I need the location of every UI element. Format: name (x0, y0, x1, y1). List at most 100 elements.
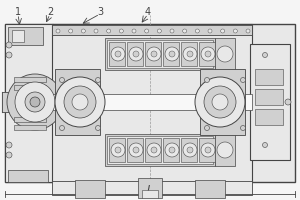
Bar (142, 190, 158, 198)
Circle shape (169, 147, 175, 153)
Bar (145, 42, 161, 66)
Bar (107, 40, 213, 68)
Circle shape (201, 143, 215, 157)
Bar (199, 42, 215, 66)
Circle shape (221, 29, 225, 33)
Circle shape (115, 51, 121, 57)
Circle shape (205, 77, 209, 82)
Bar (109, 42, 125, 66)
Circle shape (6, 42, 12, 48)
Circle shape (262, 52, 268, 58)
Circle shape (217, 142, 233, 158)
Bar (138, 178, 162, 198)
Bar (8, 170, 48, 182)
Circle shape (115, 147, 121, 153)
Circle shape (208, 29, 212, 33)
Circle shape (205, 126, 209, 130)
Bar (5, 24, 295, 182)
Circle shape (195, 77, 245, 127)
Bar (250, 44, 290, 160)
Circle shape (56, 29, 60, 33)
Bar (14, 125, 46, 130)
Circle shape (145, 29, 149, 33)
Bar (127, 138, 143, 162)
Circle shape (69, 29, 73, 33)
Circle shape (170, 29, 174, 33)
Circle shape (157, 29, 161, 33)
Bar (14, 85, 46, 90)
Bar (109, 138, 125, 162)
Circle shape (59, 77, 64, 82)
Bar (52, 25, 252, 35)
Bar (2, 92, 10, 112)
Bar (255, 89, 283, 105)
Circle shape (64, 86, 96, 118)
Bar (199, 138, 215, 162)
Circle shape (111, 143, 125, 157)
Bar (255, 69, 283, 85)
Circle shape (187, 147, 193, 153)
Bar (181, 42, 197, 66)
Circle shape (132, 29, 136, 33)
Circle shape (133, 147, 139, 153)
Circle shape (6, 52, 12, 58)
Bar (215, 38, 235, 70)
Circle shape (183, 29, 187, 33)
Bar (255, 109, 283, 125)
Circle shape (129, 47, 143, 61)
Circle shape (59, 126, 64, 130)
Circle shape (205, 147, 211, 153)
Circle shape (129, 143, 143, 157)
Bar (181, 138, 197, 162)
Circle shape (25, 92, 45, 112)
Circle shape (15, 82, 55, 122)
Circle shape (205, 51, 211, 57)
Circle shape (55, 77, 105, 127)
Bar (52, 181, 252, 195)
Circle shape (204, 86, 236, 118)
Circle shape (217, 46, 233, 62)
Circle shape (107, 29, 111, 33)
Circle shape (6, 142, 12, 148)
Circle shape (72, 94, 88, 110)
Bar (200, 69, 245, 135)
Bar (105, 38, 215, 70)
Circle shape (151, 147, 157, 153)
Bar (75, 180, 105, 198)
Circle shape (147, 47, 161, 61)
Circle shape (246, 29, 250, 33)
Text: 4: 4 (145, 7, 151, 17)
Bar (55, 69, 100, 135)
Circle shape (95, 126, 101, 130)
Bar (14, 117, 46, 122)
Circle shape (212, 94, 228, 110)
Bar (215, 134, 235, 166)
Bar (12, 30, 24, 42)
Bar (163, 42, 179, 66)
Circle shape (241, 126, 245, 130)
Circle shape (187, 51, 193, 57)
Circle shape (94, 29, 98, 33)
Bar (52, 24, 252, 182)
Circle shape (111, 47, 125, 61)
Circle shape (151, 51, 157, 57)
Bar (8, 27, 43, 45)
Bar (163, 138, 179, 162)
Circle shape (262, 142, 268, 148)
Circle shape (241, 77, 245, 82)
Bar (52, 94, 252, 110)
Circle shape (147, 143, 161, 157)
Circle shape (81, 29, 85, 33)
Bar (5, 24, 53, 182)
Bar (105, 134, 215, 166)
Text: 1: 1 (15, 7, 21, 17)
Circle shape (201, 47, 215, 61)
Circle shape (233, 29, 237, 33)
Circle shape (165, 143, 179, 157)
Circle shape (285, 99, 291, 105)
Circle shape (30, 97, 40, 107)
Circle shape (169, 51, 175, 57)
Circle shape (6, 152, 12, 158)
Circle shape (165, 47, 179, 61)
Circle shape (133, 51, 139, 57)
